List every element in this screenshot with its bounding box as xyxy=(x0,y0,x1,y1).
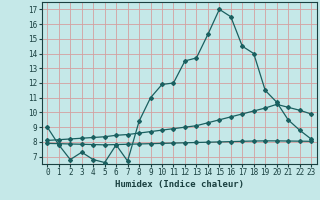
X-axis label: Humidex (Indice chaleur): Humidex (Indice chaleur) xyxy=(115,180,244,189)
